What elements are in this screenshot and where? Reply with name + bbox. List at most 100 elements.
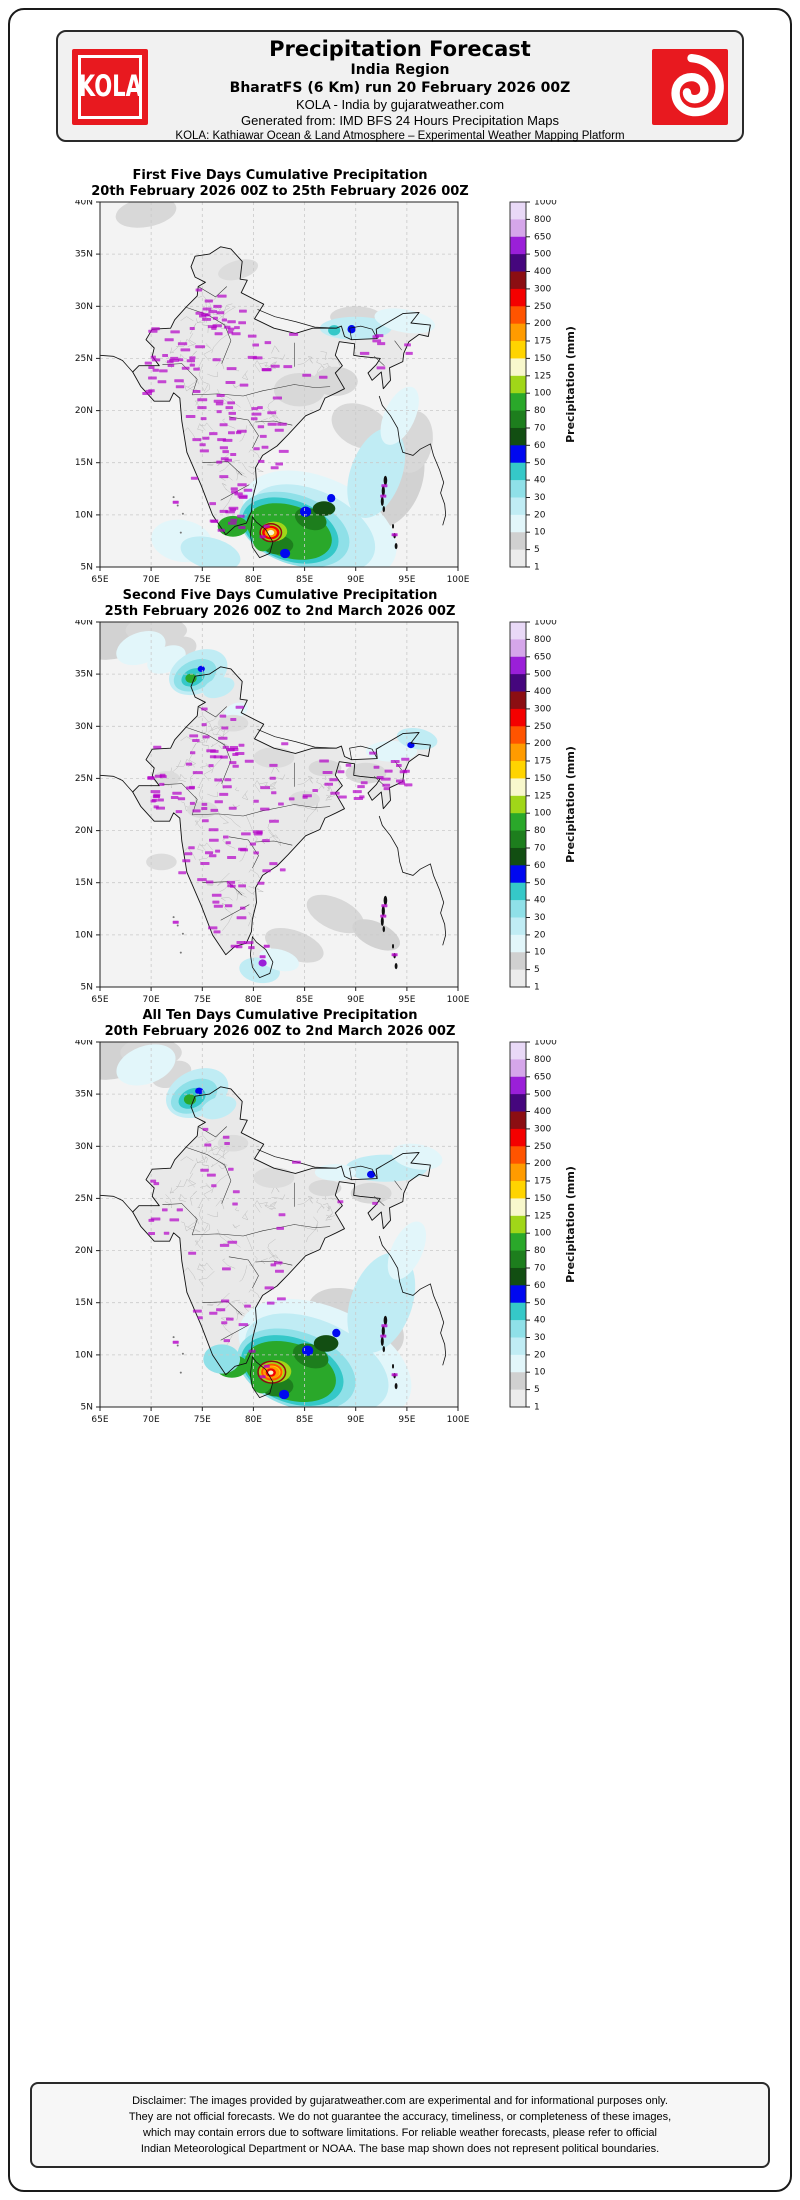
- precip-map-all-ten-days: 40N 35N 30N 25N 20N 15N 10N 5N 65E 70E 75E 80E 85E 90…: [55, 1038, 600, 1440]
- svg-text:80: 80: [534, 826, 546, 836]
- svg-text:20: 20: [534, 510, 546, 520]
- svg-text:40N: 40N: [75, 200, 93, 208]
- svg-text:80E: 80E: [245, 575, 262, 585]
- svg-text:30: 30: [534, 493, 546, 503]
- svg-text:20: 20: [534, 1350, 546, 1360]
- svg-text:300: 300: [534, 704, 551, 714]
- precip-map-first-five-days: 40N 35N 30N 25N 20N 15N 10N 5N 65E 70E 75E 80E 85E 90…: [55, 198, 600, 600]
- svg-text:500: 500: [534, 670, 551, 680]
- svg-text:30: 30: [534, 1333, 546, 1343]
- svg-text:800: 800: [534, 215, 551, 225]
- svg-text:300: 300: [534, 284, 551, 294]
- svg-text:125: 125: [534, 371, 551, 381]
- svg-text:40N: 40N: [75, 1040, 93, 1048]
- svg-text:10: 10: [534, 1368, 546, 1378]
- svg-text:175: 175: [534, 757, 551, 767]
- svg-text:40N: 40N: [75, 620, 93, 628]
- svg-text:5N: 5N: [81, 1403, 93, 1413]
- svg-text:150: 150: [534, 774, 551, 784]
- svg-text:60: 60: [534, 1281, 546, 1291]
- svg-text:60: 60: [534, 441, 546, 451]
- panel-title: Second Five Days Cumulative Precipitatio…: [0, 588, 560, 620]
- svg-text:100E: 100E: [447, 995, 470, 1005]
- svg-text:70: 70: [534, 1264, 546, 1274]
- panel-title-line1: Second Five Days Cumulative Precipitatio…: [122, 588, 438, 603]
- svg-text:50: 50: [534, 878, 546, 888]
- svg-text:35N: 35N: [75, 1090, 93, 1100]
- svg-text:1: 1: [534, 983, 540, 993]
- panel-title-line1: First Five Days Cumulative Precipitation: [132, 168, 428, 183]
- svg-text:15N: 15N: [75, 1298, 93, 1308]
- svg-text:Precipitation (mm): Precipitation (mm): [564, 326, 577, 443]
- svg-text:85E: 85E: [296, 575, 313, 585]
- panel-title-line2: 20th February 2026 00Z to 25th February …: [91, 184, 469, 199]
- svg-text:65E: 65E: [91, 995, 108, 1005]
- panel-title-line2: 25th February 2026 00Z to 2nd March 2026…: [104, 604, 456, 619]
- svg-text:125: 125: [534, 1211, 551, 1221]
- svg-text:5: 5: [534, 1385, 540, 1395]
- svg-text:35N: 35N: [75, 250, 93, 260]
- svg-text:Precipitation (mm): Precipitation (mm): [564, 746, 577, 863]
- svg-text:80: 80: [534, 406, 546, 416]
- svg-text:35N: 35N: [75, 670, 93, 680]
- svg-text:15N: 15N: [75, 878, 93, 888]
- svg-text:50: 50: [534, 1298, 546, 1308]
- svg-text:20N: 20N: [75, 826, 93, 836]
- svg-text:65E: 65E: [91, 575, 108, 585]
- svg-text:40: 40: [534, 896, 546, 906]
- svg-text:100E: 100E: [447, 575, 470, 585]
- svg-text:400: 400: [534, 267, 551, 277]
- svg-text:60: 60: [534, 861, 546, 871]
- svg-text:800: 800: [534, 635, 551, 645]
- panel-all-ten-days: All Ten Days Cumulative Precipitation 20…: [0, 1008, 800, 1440]
- panel-title: First Five Days Cumulative Precipitation…: [0, 168, 560, 200]
- svg-text:30N: 30N: [75, 1142, 93, 1152]
- generated-from-line: Generated from: IMD BFS 24 Hours Precipi…: [241, 113, 559, 128]
- svg-text:75E: 75E: [194, 1415, 211, 1425]
- kola-logo: KOLA: [72, 49, 148, 125]
- kola-logo-frame: KOLA: [78, 55, 142, 119]
- svg-text:5: 5: [534, 545, 540, 555]
- svg-text:650: 650: [534, 232, 551, 242]
- svg-text:250: 250: [534, 302, 551, 312]
- svg-text:95E: 95E: [398, 995, 415, 1005]
- svg-text:20: 20: [534, 930, 546, 940]
- svg-text:30N: 30N: [75, 722, 93, 732]
- precip-map-second-five-days: 40N 35N 30N 25N 20N 15N 10N 5N 65E 70E 75E 80E 85E 90…: [55, 618, 600, 1020]
- svg-text:250: 250: [534, 1142, 551, 1152]
- svg-text:650: 650: [534, 652, 551, 662]
- kola-logo-text: KOLA: [78, 70, 142, 104]
- svg-text:40: 40: [534, 1316, 546, 1326]
- page-title: Precipitation Forecast: [269, 37, 531, 61]
- svg-text:25N: 25N: [75, 774, 93, 784]
- svg-text:5: 5: [534, 965, 540, 975]
- svg-text:80E: 80E: [245, 1415, 262, 1425]
- svg-text:90E: 90E: [347, 575, 364, 585]
- svg-text:200: 200: [534, 739, 551, 749]
- svg-text:10N: 10N: [75, 1350, 93, 1360]
- svg-text:25N: 25N: [75, 1194, 93, 1204]
- svg-text:40: 40: [534, 476, 546, 486]
- svg-text:125: 125: [534, 791, 551, 801]
- svg-text:70: 70: [534, 424, 546, 434]
- svg-text:1: 1: [534, 563, 540, 573]
- panel-second-five-days: Second Five Days Cumulative Precipitatio…: [0, 588, 800, 1020]
- svg-text:1000: 1000: [534, 1040, 557, 1048]
- cyclone-spiral-glyph: [671, 53, 724, 117]
- svg-text:10: 10: [534, 948, 546, 958]
- svg-text:200: 200: [534, 319, 551, 329]
- svg-text:500: 500: [534, 1090, 551, 1100]
- svg-text:30: 30: [534, 913, 546, 923]
- svg-text:50: 50: [534, 458, 546, 468]
- disclaimer-line: which may contain errors due to software…: [143, 2127, 657, 2139]
- disclaimer-line: Disclaimer: The images provided by gujar…: [132, 2095, 668, 2107]
- svg-text:75E: 75E: [194, 575, 211, 585]
- svg-text:5N: 5N: [81, 563, 93, 573]
- svg-text:300: 300: [534, 1124, 551, 1134]
- svg-text:80E: 80E: [245, 995, 262, 1005]
- source-line: KOLA - India by gujaratweather.com: [295, 97, 505, 112]
- svg-text:65E: 65E: [91, 1415, 108, 1425]
- disclaimer-line: They are not official forecasts. We do n…: [128, 2111, 672, 2123]
- svg-text:70E: 70E: [143, 995, 160, 1005]
